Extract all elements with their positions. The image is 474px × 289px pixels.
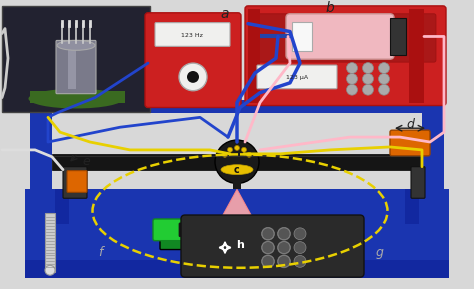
Circle shape <box>278 255 290 267</box>
FancyBboxPatch shape <box>63 167 87 198</box>
Circle shape <box>277 227 291 240</box>
Circle shape <box>346 84 357 95</box>
FancyBboxPatch shape <box>145 13 241 108</box>
FancyBboxPatch shape <box>67 171 87 192</box>
Circle shape <box>346 63 357 73</box>
Text: g: g <box>376 246 384 259</box>
Circle shape <box>379 84 390 95</box>
FancyBboxPatch shape <box>56 40 96 94</box>
Text: h: h <box>236 240 244 250</box>
Circle shape <box>179 63 207 91</box>
Text: e: e <box>82 155 90 168</box>
Circle shape <box>228 147 233 152</box>
Bar <box>422 103 444 196</box>
Bar <box>248 9 260 103</box>
Circle shape <box>363 63 374 73</box>
Circle shape <box>235 145 239 150</box>
Bar <box>68 45 76 89</box>
Circle shape <box>45 265 55 275</box>
FancyBboxPatch shape <box>181 215 364 277</box>
Circle shape <box>363 84 374 95</box>
Bar <box>233 181 241 189</box>
Ellipse shape <box>57 40 95 50</box>
Bar <box>390 18 406 55</box>
FancyBboxPatch shape <box>179 223 301 237</box>
FancyBboxPatch shape <box>286 14 394 59</box>
Ellipse shape <box>28 89 124 108</box>
Text: c: c <box>234 165 240 175</box>
Polygon shape <box>217 189 257 226</box>
Circle shape <box>246 152 252 157</box>
FancyBboxPatch shape <box>411 167 425 198</box>
Bar <box>292 22 312 51</box>
Circle shape <box>346 73 357 84</box>
Circle shape <box>294 255 306 267</box>
Circle shape <box>262 241 274 254</box>
FancyBboxPatch shape <box>257 65 337 89</box>
Circle shape <box>278 228 290 240</box>
Text: d: d <box>406 118 414 131</box>
Circle shape <box>379 63 390 73</box>
Bar <box>405 189 419 224</box>
Bar <box>2 6 150 112</box>
Circle shape <box>278 242 290 253</box>
Text: b: b <box>326 1 334 15</box>
Circle shape <box>215 140 259 184</box>
Bar <box>30 91 125 103</box>
Text: a: a <box>221 7 229 21</box>
Circle shape <box>262 255 274 268</box>
Bar <box>25 189 449 278</box>
Bar <box>52 154 422 170</box>
Circle shape <box>262 228 274 240</box>
Bar <box>30 103 52 196</box>
Text: 123 μA: 123 μA <box>286 75 308 80</box>
Bar <box>409 9 424 103</box>
Circle shape <box>262 255 274 267</box>
FancyBboxPatch shape <box>390 130 430 156</box>
Circle shape <box>277 255 291 268</box>
FancyBboxPatch shape <box>155 23 230 46</box>
FancyBboxPatch shape <box>153 219 327 241</box>
Bar <box>45 213 55 272</box>
Bar <box>55 189 69 224</box>
Bar <box>30 100 444 113</box>
Bar <box>25 260 449 278</box>
Circle shape <box>262 227 274 240</box>
Circle shape <box>222 152 228 157</box>
Circle shape <box>277 241 291 254</box>
Circle shape <box>294 242 306 253</box>
Circle shape <box>379 73 390 84</box>
FancyBboxPatch shape <box>255 14 436 62</box>
Text: 123 Hz: 123 Hz <box>181 33 203 38</box>
Circle shape <box>363 73 374 84</box>
Circle shape <box>262 242 274 253</box>
Circle shape <box>241 147 246 152</box>
Circle shape <box>187 71 199 83</box>
FancyBboxPatch shape <box>245 6 446 105</box>
FancyBboxPatch shape <box>160 238 326 249</box>
Ellipse shape <box>221 165 253 175</box>
Text: f: f <box>98 246 102 259</box>
Circle shape <box>294 228 306 240</box>
